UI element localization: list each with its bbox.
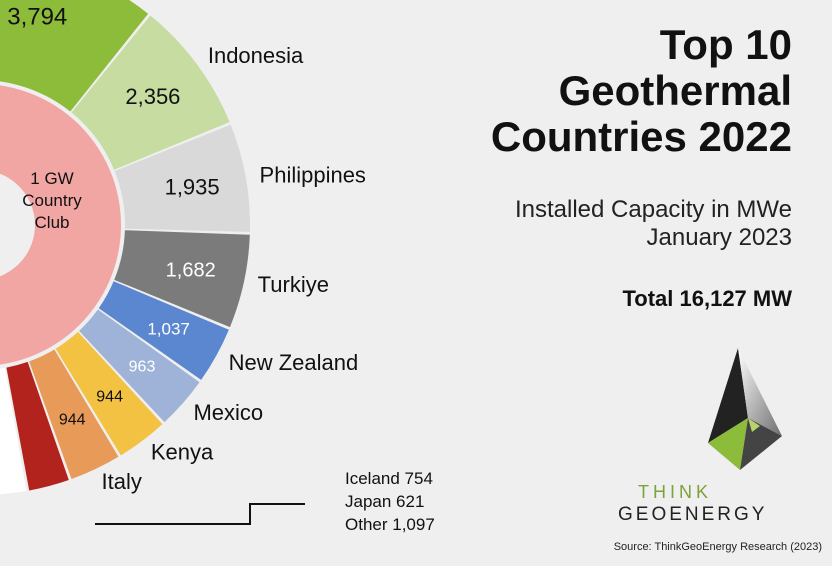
group-label-line-2: Country (22, 191, 82, 210)
other-label-other: Other 1,097 (345, 515, 435, 534)
name-label-philippines: Philippines (260, 162, 366, 187)
value-label-italy: 944 (59, 411, 86, 428)
name-label-kenya: Kenya (151, 439, 214, 464)
slice-indonesia (71, 15, 230, 170)
title-line-1: Top 10 (659, 21, 792, 68)
one-gw-country-club-band (0, 85, 121, 365)
group-label-line-1: 1 GW (30, 169, 73, 188)
name-label-new-zealand: New Zealand (229, 350, 359, 375)
subtitle-line-1: Installed Capacity in MWe (514, 196, 792, 223)
name-label-indonesia: Indonesia (208, 43, 304, 68)
value-label-indonesia: 2,356 (125, 84, 180, 109)
other-bracket-line (95, 503, 305, 525)
logo-text-think: THINK (638, 482, 712, 502)
name-label-italy: Italy (101, 469, 141, 494)
source-note: Source: ThinkGeoEnergy Research (2023) (613, 541, 822, 553)
value-label-u-s-: 3,794 (7, 4, 67, 31)
chart-subtitle: Installed Capacity in MWe January 2023 (372, 196, 792, 252)
slice-new-zealand (98, 281, 229, 380)
total-capacity: Total 16,127 MW (622, 286, 792, 311)
slice-mexico (79, 309, 200, 423)
name-label-mexico: Mexico (193, 400, 263, 425)
chart-title: Top 10 Geothermal Countries 2022 (372, 22, 792, 160)
slice-philippines (114, 124, 250, 232)
group-label-line-3: Club (35, 213, 70, 232)
slice-kenya (55, 331, 163, 456)
other-label-japan: Japan 621 (345, 492, 424, 511)
slice-iceland (6, 361, 69, 491)
value-label-new-zealand: 1,037 (147, 320, 190, 339)
thinkgeoenergy-logo-icon (708, 348, 782, 470)
slice-italy (29, 349, 119, 480)
title-line-2: Geothermal (558, 67, 792, 114)
subtitle-line-2: January 2023 (646, 224, 792, 251)
other-label-iceland: Iceland 754 (345, 469, 433, 488)
slice-u-s- (0, 0, 149, 112)
value-label-kenya: 944 (96, 389, 123, 406)
slice-turkiye (114, 230, 250, 328)
slice-japan (0, 367, 27, 495)
logo-text-geoenergy: GEOENERGY (618, 504, 768, 525)
title-line-3: Countries 2022 (490, 113, 792, 160)
value-label-philippines: 1,935 (165, 174, 220, 199)
value-label-turkiye: 1,682 (166, 259, 216, 281)
name-label-turkiye: Turkiye (258, 272, 329, 297)
value-label-mexico: 963 (129, 359, 156, 376)
